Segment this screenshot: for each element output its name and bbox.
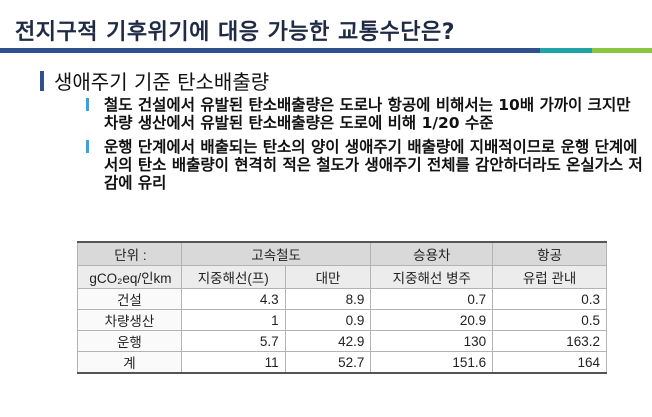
row-label: 차량생산 <box>77 309 182 331</box>
cell-value: 0.5 <box>492 309 607 331</box>
bullet-text: 운행 단계에서 배출되는 탄소의 양이 생애주기 배출량에 지배적이므로 운행 … <box>104 138 643 192</box>
bullet-item: 철도 건설에서 유발된 탄소배출량은 도로나 항공에 비해서는 10배 가까이 … <box>84 96 644 132</box>
cell-value: 11 <box>180 351 286 374</box>
unit-value: gCO₂eq/인km <box>77 265 182 289</box>
table-header-row: 단위 : 고속철도 승용차 항공 <box>77 241 607 266</box>
title-underline-teal <box>540 48 592 53</box>
bullet-marker <box>86 140 89 153</box>
bullet-list: 철도 건설에서 유발된 탄소배출량은 도로나 항공에 비해서는 10배 가까이 … <box>84 96 644 198</box>
title-underline <box>0 48 652 53</box>
emissions-table: 단위 : 고속철도 승용차 항공 gCO₂eq/인km 지중해선(프) 대만 지… <box>77 241 607 374</box>
table-row: 건설 4.3 8.9 0.7 0.3 <box>77 288 607 310</box>
group-header-car: 승용차 <box>370 241 494 266</box>
cell-value: 130 <box>370 330 494 352</box>
row-label: 계 <box>77 351 182 374</box>
cell-value: 151.6 <box>370 351 494 374</box>
group-header-air: 항공 <box>492 241 607 266</box>
cell-value: 163.2 <box>492 330 607 352</box>
bullet-item: 운행 단계에서 배출되는 탄소의 양이 생애주기 배출량에 지배적이므로 운행 … <box>84 138 644 192</box>
title-underline-blue <box>0 48 540 53</box>
cell-value: 52.7 <box>284 351 372 374</box>
bullet-text: 철도 건설에서 유발된 탄소배출량은 도로나 항공에 비해서는 10배 가까이 … <box>104 96 631 132</box>
cell-value: 4.3 <box>180 288 286 310</box>
table-subheader-row: gCO₂eq/인km 지중해선(프) 대만 지중해선 병주 유럽 관내 <box>77 265 607 289</box>
title-underline-green <box>592 48 652 53</box>
cell-value: 20.9 <box>370 309 494 331</box>
cell-value: 164 <box>492 351 607 374</box>
cell-value: 1 <box>180 309 286 331</box>
section-heading: 생애주기 기준 탄소배출량 <box>40 66 269 95</box>
cell-value: 42.9 <box>284 330 372 352</box>
subheader: 유럽 관내 <box>492 265 607 289</box>
cell-value: 0.3 <box>492 288 607 310</box>
page-title: 전지구적 기후위기에 대응 가능한 교통수단은? <box>15 20 455 45</box>
subheader: 대만 <box>284 265 372 289</box>
cell-value: 0.9 <box>284 309 372 331</box>
table-row: 운행 5.7 42.9 130 163.2 <box>77 330 607 352</box>
group-header-hsr: 고속철도 <box>180 241 372 266</box>
unit-label: 단위 : <box>77 241 182 266</box>
cell-value: 0.7 <box>370 288 494 310</box>
section-marker <box>40 70 44 91</box>
table-row: 차량생산 1 0.9 20.9 0.5 <box>77 309 607 331</box>
section-heading-text: 생애주기 기준 탄소배출량 <box>54 70 270 94</box>
subheader: 지중해선(프) <box>180 265 286 289</box>
cell-value: 5.7 <box>180 330 286 352</box>
table-row: 계 11 52.7 151.6 164 <box>77 351 607 374</box>
bullet-marker <box>86 98 89 111</box>
subheader: 지중해선 병주 <box>370 265 494 289</box>
row-label: 건설 <box>77 288 182 310</box>
row-label: 운행 <box>77 330 182 352</box>
cell-value: 8.9 <box>284 288 372 310</box>
